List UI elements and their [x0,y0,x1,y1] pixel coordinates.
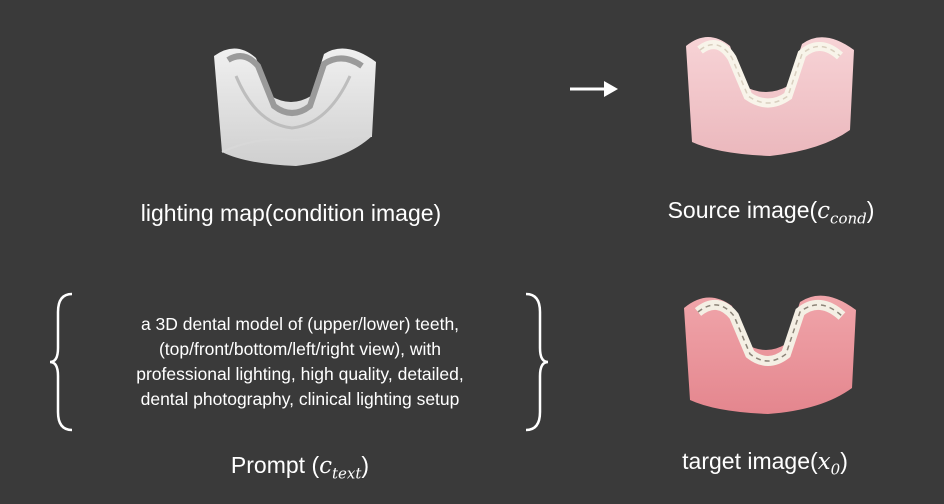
prompt-text: a 3D dental model of (upper/lower) teeth… [88,312,512,412]
source-image-label: Source image(ccond) [667,197,875,228]
lighting-map-label: lighting map(condition image) [140,200,442,226]
source-image [686,37,854,156]
prompt-line: dental photography, clinical lighting se… [140,389,460,409]
lighting-map-image [214,48,376,166]
target-image-label: target image(x0) [682,448,848,479]
left-brace-icon [49,292,73,432]
prompt-line: a 3D dental model of (upper/lower) teeth… [140,314,460,334]
target-image [684,295,856,414]
right-brace-icon [525,292,549,432]
prompt-line: professional lighting, high quality, det… [136,364,464,384]
arrow-right-icon [570,81,618,97]
prompt-line: (top/front/bottom/left/right view), with [158,339,442,359]
prompt-label: Prompt (ctext) [230,452,370,483]
